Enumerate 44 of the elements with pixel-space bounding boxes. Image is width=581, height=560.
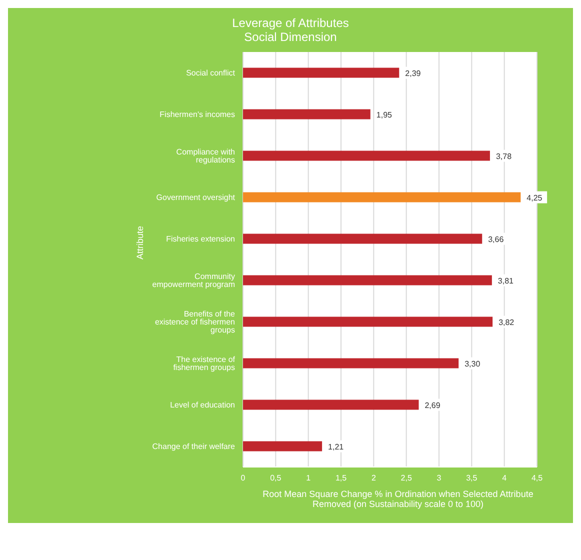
y-axis-title: Attribute bbox=[135, 226, 146, 260]
x-tick-label: 0,5 bbox=[270, 474, 282, 483]
y-tick-label: Government oversight bbox=[156, 193, 236, 202]
data-label: 1,95 bbox=[376, 110, 393, 120]
data-label: 3,30 bbox=[464, 359, 481, 368]
data-label: 4,25 bbox=[526, 193, 543, 202]
x-axis-title: Root Mean Square Change % in Ordination when Selected Attribute Removed (on Sustainability scale 0 to 100) bbox=[262, 489, 534, 509]
bar bbox=[243, 150, 490, 161]
bar bbox=[243, 441, 322, 452]
x-tick-label: 2,5 bbox=[400, 474, 412, 483]
data-label: 3,82 bbox=[498, 318, 515, 327]
bar bbox=[243, 109, 370, 120]
x-tick-label: 4 bbox=[502, 474, 508, 483]
x-tick-label: 3 bbox=[436, 474, 442, 483]
data-label: 3,66 bbox=[488, 234, 504, 244]
bar bbox=[243, 400, 419, 410]
y-tick-label: Compliance with regulations bbox=[176, 148, 235, 165]
bar bbox=[243, 68, 400, 78]
data-label: 2,69 bbox=[424, 400, 441, 410]
x-tick-label: 3,5 bbox=[466, 474, 478, 483]
x-tick-label: 4,5 bbox=[531, 474, 544, 483]
data-label: 3,81 bbox=[498, 276, 514, 286]
y-tick-label: Fisheries extension bbox=[166, 234, 235, 244]
x-tick-label: 1,5 bbox=[335, 474, 348, 483]
y-tick-label: Level of education bbox=[170, 400, 235, 410]
y-tick-label: Social conflict bbox=[186, 68, 236, 78]
y-tick-label: Benefits of the existence of fishermen groups bbox=[154, 310, 236, 335]
chart-title: Leverage of Attributes bbox=[231, 16, 350, 30]
bar bbox=[243, 192, 521, 202]
y-tick-label: Fishermen's incomes bbox=[160, 110, 235, 120]
bar bbox=[243, 316, 493, 327]
data-label: 3,78 bbox=[496, 152, 512, 161]
chart-subtitle: Social Dimension bbox=[243, 30, 338, 44]
bar bbox=[243, 358, 459, 368]
x-tick-label: 0 bbox=[240, 474, 246, 483]
x-tick-label: 1 bbox=[306, 474, 312, 483]
y-tick-label: Community empowerment program bbox=[152, 272, 236, 290]
data-label: 2,39 bbox=[405, 68, 422, 78]
y-tick-label: The existence of fishermen groups bbox=[173, 355, 236, 372]
y-tick-label: Change of their welfare bbox=[152, 442, 236, 452]
bar bbox=[243, 275, 492, 286]
x-tick-label: 2 bbox=[371, 474, 376, 483]
bar bbox=[243, 234, 482, 244]
data-label: 1,21 bbox=[328, 442, 344, 452]
